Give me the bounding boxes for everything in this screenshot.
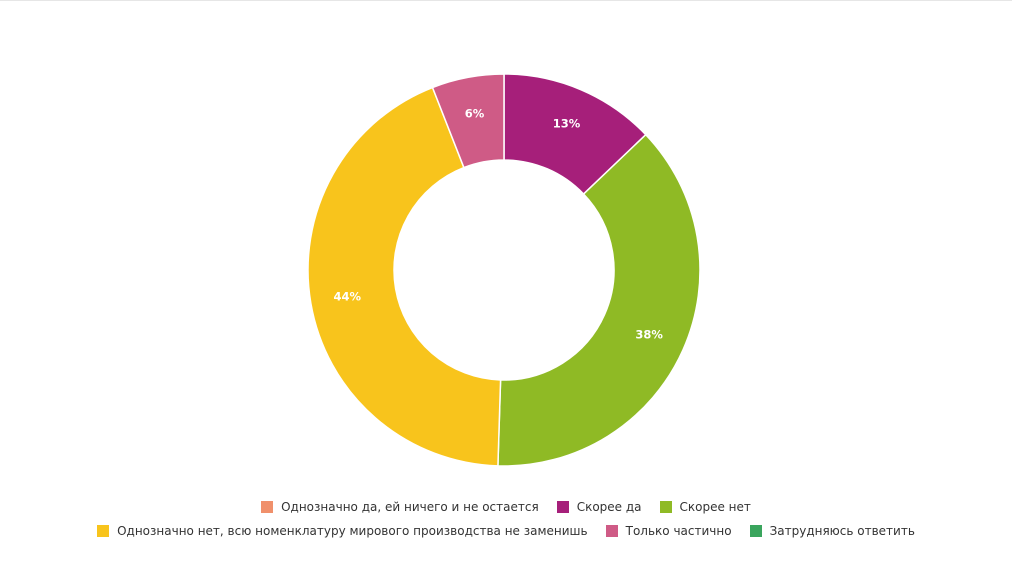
legend-item-3[interactable]: Скорее нет [659,500,751,514]
donut-slice-4[interactable] [307,86,502,467]
legend-label: Однозначно да, ей ничего и не остается [281,500,539,514]
legend-item-1[interactable]: Однозначно да, ей ничего и не остается [261,500,539,514]
data-labels-group: 13% 38% 44% 6% [334,106,664,341]
data-label-3: 38% [635,327,663,341]
legend-label: Однозначно нет, всю номенклатуру мировог… [117,524,588,538]
data-label-4: 44% [334,290,362,304]
legend-swatch [749,525,762,537]
legend-item-4[interactable]: Однозначно нет, всю номенклатуру мировог… [97,524,588,538]
slices-group [307,73,701,467]
legend-swatch [97,525,110,537]
donut-slice-5[interactable] [431,73,505,169]
legend-item-5[interactable]: Только частично [605,524,732,538]
top-divider [0,0,1012,1]
legend: Однозначно да, ей ничего и не остается Ск… [20,500,992,538]
legend-swatch [659,501,672,513]
data-label-5: 6% [465,106,485,120]
data-label-2: 13% [553,116,581,130]
legend-label: Затрудняюсь ответить [769,524,915,538]
legend-item-2[interactable]: Скорее да [556,500,642,514]
donut-slice-3[interactable] [497,133,701,467]
legend-label: Скорее нет [679,500,751,514]
legend-item-6[interactable]: Затрудняюсь ответить [749,524,915,538]
legend-label: Скорее да [576,500,642,514]
legend-swatch [556,501,569,513]
legend-label: Только частично [625,524,732,538]
legend-swatch [261,501,274,513]
legend-swatch [605,525,618,537]
